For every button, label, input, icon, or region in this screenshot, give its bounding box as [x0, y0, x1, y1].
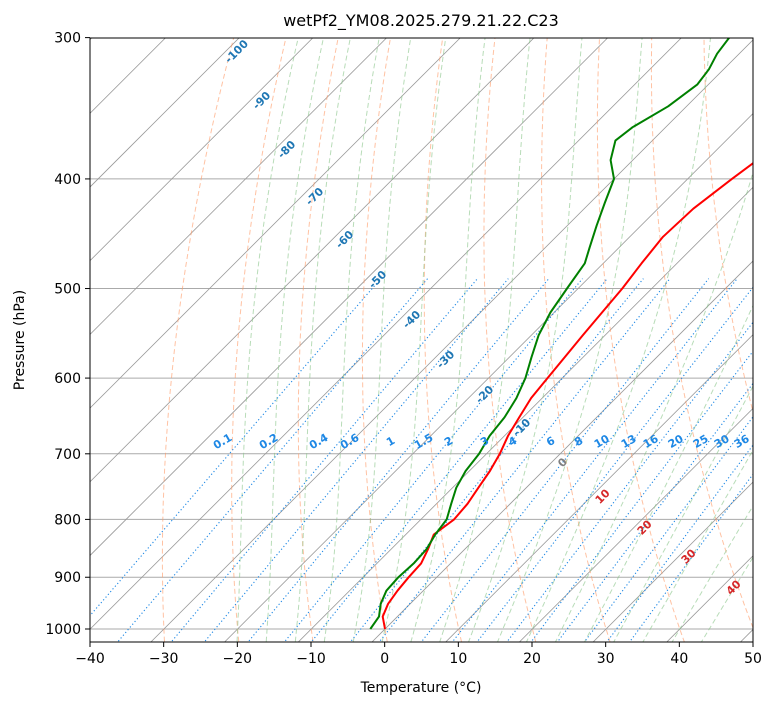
x-tick-label: 40 — [670, 651, 688, 667]
moist-adiabat — [613, 385, 753, 642]
isotherm-gridline — [90, 38, 240, 188]
mixing-ratio-line — [606, 444, 753, 642]
dewpoint-profile — [369, 38, 731, 630]
moist-adiabat — [439, 38, 531, 642]
x-tick-label: −10 — [296, 651, 326, 667]
dry-adiabat — [231, 38, 287, 642]
isotherm-gridline — [90, 38, 166, 114]
mixing-ratio-line — [628, 473, 753, 642]
y-axis: 1000900800700600500400300200100 — [45, 31, 90, 638]
dry-adiabat — [703, 38, 753, 414]
isotherm-gridline — [445, 334, 753, 642]
mixing-ratio-line — [90, 278, 382, 617]
isotherm-gridline — [90, 38, 461, 409]
chart-title: wetPf2_YM08.2025.279.21.22.C23 — [283, 11, 559, 31]
isotherm-gridline — [90, 38, 535, 483]
mixing-ratio-line — [247, 278, 550, 642]
moist-adiabat — [294, 38, 351, 642]
isotherm-gridline — [90, 38, 682, 630]
y-tick-label: 300 — [54, 31, 81, 47]
mixing-ratio-line — [476, 286, 753, 642]
isotherm-gridline — [518, 407, 753, 642]
x-tick-label: −30 — [149, 651, 179, 667]
isotherm-gridline — [90, 38, 387, 335]
y-tick-label: 400 — [54, 172, 81, 188]
moist-adiabat — [583, 304, 753, 642]
isotherm-gridline — [371, 260, 753, 642]
y-tick-label: 600 — [54, 371, 81, 387]
moist-adiabat — [352, 38, 412, 642]
dry-adiabat — [297, 38, 339, 642]
background-lines — [90, 38, 753, 642]
y-tick-label: 800 — [54, 512, 81, 528]
mixing-ratio-line — [349, 278, 644, 642]
y-tick-label: 700 — [54, 447, 81, 463]
dry-adiabat — [161, 38, 235, 642]
y-tick-label: 900 — [54, 570, 81, 586]
moist-adiabat — [496, 38, 643, 642]
mixing-ratio-line — [420, 278, 710, 642]
moist-adiabat — [554, 170, 753, 642]
moist-adiabat — [265, 38, 324, 642]
x-tick-label: −40 — [75, 651, 105, 667]
plot-frame — [89, 37, 754, 643]
moist-adiabat — [323, 38, 380, 642]
mixing-ratio-line — [116, 278, 429, 642]
dry-adiabat — [541, 38, 611, 642]
moist-adiabat — [642, 449, 753, 642]
x-tick-label: 20 — [523, 651, 541, 667]
mixing-ratio-line — [583, 415, 753, 642]
x-tick-label: 10 — [449, 651, 467, 667]
moist-adiabat — [410, 38, 486, 642]
mixing-ratio-line — [451, 278, 738, 642]
moist-adiabat — [236, 38, 299, 642]
x-tick-label: −20 — [223, 651, 253, 667]
x-tick-label: 0 — [380, 651, 389, 667]
moist-adiabat — [525, 38, 711, 642]
sounding-profiles — [369, 38, 753, 630]
isotherm-gridline — [90, 38, 609, 557]
x-tick-label: 30 — [597, 651, 615, 667]
isotherm-gridline — [150, 39, 753, 642]
mixing-ratio-line — [506, 321, 753, 642]
mixing-ratio-line — [283, 278, 583, 642]
x-tick-label: 50 — [744, 651, 762, 667]
y-tick-label: 1000 — [45, 622, 81, 638]
y-axis-title: Pressure (hPa) — [12, 290, 28, 390]
x-axis-title: Temperature (°C) — [360, 680, 482, 696]
dry-adiabat — [423, 38, 463, 642]
mixing-ratio-line — [530, 350, 753, 642]
mixing-ratio-line — [556, 382, 753, 642]
moist-adiabat — [381, 38, 447, 642]
y-tick-label: 500 — [54, 282, 81, 298]
isotherm-gridline — [224, 113, 753, 642]
x-axis: −40 −30 −20 −10 0 10 20 30 40 50 — [75, 642, 762, 667]
dry-adiabat — [596, 38, 685, 642]
dry-adiabat — [361, 38, 391, 642]
isotherm-gridline — [297, 186, 753, 642]
isotherm-gridline — [90, 38, 314, 262]
dry-adiabat — [483, 38, 537, 642]
